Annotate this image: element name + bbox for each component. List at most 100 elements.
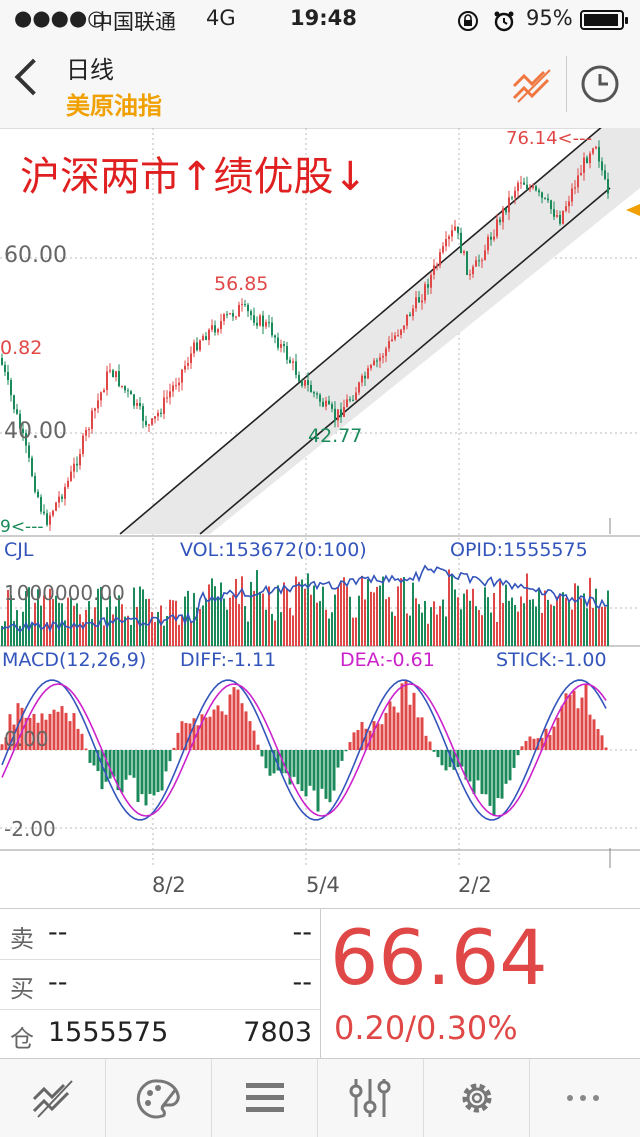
volume-bar (505, 584, 507, 646)
volume-bar (172, 600, 174, 646)
macd-bar (552, 726, 556, 750)
candle-body (394, 335, 396, 340)
candle-body (223, 314, 225, 322)
volume-bar (358, 595, 360, 646)
macd-bar (416, 717, 420, 750)
volume-bar (124, 616, 126, 646)
candle-body (451, 230, 453, 237)
volume-bar (364, 599, 366, 646)
volume-bar (19, 625, 21, 646)
macd-bar (224, 714, 228, 750)
kline-chart[interactable]: 沪深两市↑绩优股↓ 60.00 40.00 76.14<--- 56.85 42… (0, 128, 640, 908)
candle-body (241, 304, 243, 306)
volume-bar (253, 590, 255, 646)
candle-body (100, 392, 102, 401)
macd-bar (352, 732, 356, 750)
volume-bar (64, 620, 66, 646)
macd-bar (264, 750, 268, 769)
clock-icon[interactable] (580, 64, 620, 104)
tab-more[interactable] (530, 1059, 636, 1137)
back-chevron-icon[interactable] (14, 58, 52, 96)
overlay-text: 沪深两市↑绩优股↓ (20, 154, 367, 200)
macd-bar (488, 750, 492, 806)
candle-body (187, 363, 189, 366)
volume-bar (346, 586, 348, 646)
macd-bar (508, 750, 512, 781)
volume-bar (550, 604, 552, 646)
macd-bar (216, 705, 220, 750)
volume-bar (58, 602, 60, 646)
tab-menu[interactable] (212, 1059, 318, 1137)
volume-bar (268, 586, 270, 646)
volume-bar (91, 619, 93, 646)
macd-bar (440, 750, 444, 766)
candle-body (16, 409, 18, 414)
volume-bar (283, 582, 285, 646)
candle-body (406, 314, 408, 326)
volume-bar (445, 616, 447, 646)
candle-body (388, 341, 390, 349)
candle-body (103, 390, 105, 393)
volume-bar (373, 592, 375, 646)
volume-bar (454, 589, 456, 646)
candle-body (232, 313, 234, 317)
macd-bar (204, 717, 208, 750)
volume-bar (403, 577, 405, 646)
macd-bar (460, 750, 464, 767)
macd-bar (364, 728, 368, 750)
buy-label: 买 (10, 975, 34, 1003)
candle-body (37, 491, 39, 498)
candle-body (508, 197, 510, 213)
candle-body (598, 146, 600, 162)
draw-line-icon[interactable] (510, 64, 554, 104)
tab-palette[interactable] (106, 1059, 212, 1137)
volume-bar (121, 604, 123, 646)
candle-body (268, 322, 270, 324)
candle-body (238, 304, 240, 317)
candle-body (256, 322, 258, 326)
volume-bar (103, 625, 105, 646)
volume-bar (298, 581, 300, 646)
volume-bar (85, 609, 87, 646)
volume-bar (484, 587, 486, 646)
tab-kline[interactable] (0, 1059, 106, 1137)
candle-body (139, 403, 141, 407)
volume-bar (433, 601, 435, 646)
volume-bar (7, 589, 9, 646)
macd-bar (132, 750, 136, 778)
volume-bar (556, 596, 558, 646)
tab-indicators[interactable] (318, 1059, 424, 1137)
candle-body (478, 260, 480, 262)
macd-bar (292, 750, 296, 777)
buy-price: -- (48, 967, 68, 998)
signal-strength: ●●●●○ (14, 6, 106, 30)
candle-body (538, 190, 540, 193)
candle-body (589, 153, 591, 164)
volume-bar (307, 573, 309, 646)
x-tick-2-2: 2/2 (458, 873, 492, 897)
candle-body (457, 226, 459, 233)
volume-bar (10, 595, 12, 646)
candle-body (64, 486, 66, 499)
candle-body (259, 315, 261, 326)
channel-upper-line[interactable] (119, 128, 610, 535)
candle-body (253, 315, 255, 323)
tab-settings[interactable] (424, 1059, 530, 1137)
volume-bar (310, 594, 312, 646)
candle-body (244, 304, 246, 306)
macd-bar (72, 713, 76, 750)
macd-bar (408, 704, 412, 750)
candle-body (82, 435, 84, 454)
channel-lower-line[interactable] (199, 187, 611, 535)
candle-body (376, 360, 378, 362)
candle-body (7, 371, 9, 381)
volume-bar (73, 605, 75, 646)
candle-body (439, 252, 441, 266)
candle-body (316, 393, 318, 395)
left-value-annotation: 0.82 (0, 337, 42, 359)
macd-bar (532, 738, 536, 750)
macd-bar (332, 750, 336, 791)
macd-bar (228, 694, 232, 750)
candle-body (208, 329, 210, 340)
candlesticks (1, 140, 609, 531)
